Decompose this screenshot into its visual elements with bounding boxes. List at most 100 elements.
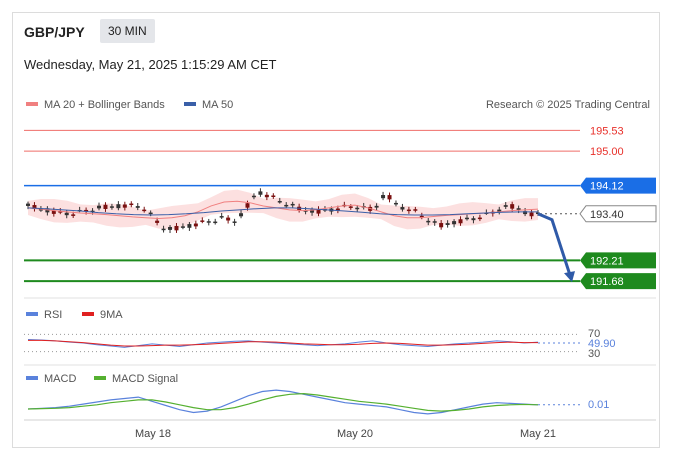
- candle-body: [51, 210, 56, 214]
- rsi-line: [27, 339, 539, 348]
- ma50-line: [27, 207, 538, 216]
- candle-body: [168, 226, 173, 230]
- candle-body: [471, 218, 476, 221]
- candle-body: [245, 203, 250, 208]
- candle-body: [90, 210, 95, 213]
- macd-signal-legend-swatch: [94, 376, 106, 380]
- candle-body: [32, 205, 37, 209]
- ma50-legend-label: MA 50: [202, 99, 233, 111]
- candle-body: [419, 215, 424, 218]
- rsi-ma-legend-swatch: [82, 312, 94, 316]
- forecast-path: [537, 212, 572, 276]
- candle-body: [109, 206, 114, 208]
- symbol-title: GBP/JPY: [24, 24, 85, 40]
- rsi-value-label: 49.90: [588, 338, 616, 350]
- last-tag-bg: [579, 205, 657, 223]
- candle-body: [432, 221, 437, 223]
- source-label: Research © 2025 Trading Central: [486, 99, 650, 111]
- macd-signal-legend-label: MACD Signal: [112, 373, 178, 385]
- candle-body: [84, 209, 89, 212]
- candle-body: [251, 195, 256, 198]
- candle-body: [264, 194, 269, 198]
- candle-body: [71, 214, 76, 216]
- last-tag-label: 193.40: [590, 209, 624, 221]
- candle-body: [129, 203, 134, 206]
- candle-body: [226, 217, 231, 221]
- candle-body: [142, 209, 147, 212]
- candle-body: [277, 201, 282, 203]
- x-tick-may18: May 18: [135, 428, 171, 440]
- candle-body: [219, 216, 224, 218]
- candle-body: [200, 220, 205, 222]
- candle-body: [316, 209, 321, 214]
- candle-body: [426, 220, 431, 223]
- candle-body: [97, 205, 102, 209]
- candle-body: [58, 211, 63, 213]
- r1-tag-label: 195.00: [590, 146, 624, 158]
- candle-body: [503, 205, 508, 207]
- level-tags: 195.53 195.00 194.12 193.40 192.21 191.68: [579, 125, 657, 290]
- candle-body: [187, 224, 192, 228]
- candle-body: [239, 213, 244, 217]
- candle-body: [413, 209, 418, 211]
- candle-body: [497, 209, 502, 212]
- candle-body: [400, 207, 405, 210]
- s2-tag-label: 191.68: [590, 276, 624, 288]
- candle-body: [348, 206, 353, 208]
- macd-legend-label: MACD: [44, 373, 76, 385]
- candle-body: [445, 223, 450, 225]
- candle-body: [381, 195, 386, 199]
- ma20-legend-label: MA 20 + Bollinger Bands: [44, 99, 165, 111]
- candle-body: [122, 204, 127, 208]
- candle-body: [406, 209, 411, 212]
- pivot-tag-label: 194.12: [590, 181, 624, 193]
- moving-averages: [27, 200, 539, 219]
- rsi-upper-label: 70: [588, 328, 600, 340]
- bollinger-bands: [28, 189, 538, 230]
- x-tick-may21: May 21: [520, 428, 556, 440]
- candle-body: [439, 223, 444, 228]
- candle-body: [135, 206, 140, 208]
- candle-body: [335, 208, 340, 211]
- candle-body: [161, 228, 166, 231]
- macd-signal-line: [27, 392, 539, 412]
- macd-value-label: 0.01: [588, 399, 609, 411]
- rsi-ma-legend-label: 9MA: [100, 309, 123, 321]
- candle-body: [155, 220, 160, 223]
- candle-body: [148, 212, 153, 215]
- candle-body: [464, 217, 469, 220]
- candle-body: [516, 208, 521, 211]
- pivot-tag-bg: [580, 177, 656, 194]
- candle-body: [193, 223, 198, 227]
- candle-body: [477, 217, 482, 220]
- timeframe-badge[interactable]: 30 MIN: [100, 19, 155, 43]
- datetime-label: Wednesday, May 21, 2025 1:15:29 AM CET: [24, 57, 277, 72]
- candle-body: [271, 195, 276, 198]
- candle-body: [458, 219, 463, 224]
- forecast-arrowhead: [564, 271, 575, 283]
- macd-panel: [27, 389, 580, 415]
- rsi-ma-line: [28, 339, 538, 347]
- candle-body: [355, 207, 360, 210]
- candle-body: [232, 221, 237, 223]
- candle-body: [529, 212, 534, 217]
- level-lines: [24, 129, 580, 283]
- s1-tag-label: 192.21: [590, 255, 624, 267]
- ma20-legend-swatch: [26, 102, 38, 106]
- candle-body: [213, 221, 218, 224]
- candle-body: [393, 202, 398, 205]
- candle-body: [180, 226, 185, 228]
- s1-tag-bg: [580, 252, 656, 269]
- macd-legend-swatch: [26, 376, 38, 380]
- rsi-lower-label: 30: [588, 348, 600, 360]
- candle-body: [387, 195, 392, 200]
- candle-body: [374, 205, 379, 208]
- candle-body: [174, 225, 179, 231]
- candle-body: [290, 203, 295, 206]
- candle-body: [206, 221, 211, 223]
- rsi-panel: [24, 333, 580, 353]
- s2-tag-bg: [580, 273, 656, 290]
- rsi-legend-swatch: [26, 312, 38, 316]
- candle-body: [510, 204, 515, 209]
